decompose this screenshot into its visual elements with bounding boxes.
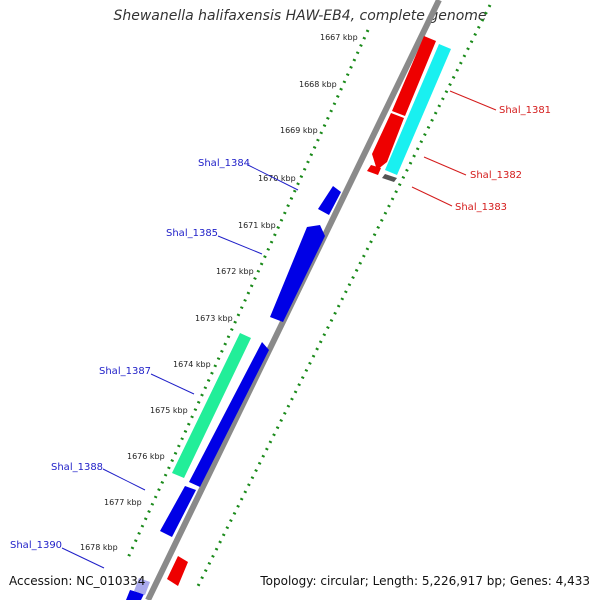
tick-label: 1668 kbp: [299, 80, 337, 89]
dotted-track-left: [125, 29, 370, 561]
tick-label: 1667 kbp: [320, 33, 358, 42]
tick-label: 1669 kbp: [280, 126, 318, 135]
tick-label: 1670 kbp: [258, 174, 296, 183]
gene-shal-1381[interactable]: [392, 36, 436, 116]
tick-label: 1671 kbp: [238, 221, 276, 230]
leader-line-shal-1390: [61, 547, 105, 569]
genome-summary-text: Topology: circular; Length: 5,226,917 bp…: [260, 574, 590, 588]
gene-label-shal-1387[interactable]: Shal_1387: [99, 366, 151, 377]
leader-line-shal-1383: [411, 186, 453, 207]
leader-line-shal-1381: [449, 90, 497, 111]
leader-line-shal-1388: [102, 468, 146, 491]
tick-label: 1678 kbp: [80, 543, 118, 552]
gene-label-shal-1384[interactable]: Shal_1384: [198, 158, 250, 169]
gene-shal-1388[interactable]: [160, 486, 196, 537]
leader-line-shal-1384: [247, 164, 299, 191]
gene-label-shal-1383[interactable]: Shal_1383: [455, 202, 507, 213]
dotted-track-right: [194, 4, 492, 591]
tick-label: 1674 kbp: [173, 360, 211, 369]
accession-text: Accession: NC_010334: [9, 574, 146, 588]
gene-shal-1387-blue[interactable]: [189, 342, 269, 487]
gene-shal-1390[interactable]: [126, 590, 144, 600]
gene-label-shal-1382[interactable]: Shal_1382: [470, 170, 522, 181]
leader-line-shal-1387: [150, 373, 195, 395]
gene-shal-1385[interactable]: [270, 225, 325, 322]
gene-label-shal-1388[interactable]: Shal_1388: [51, 462, 103, 473]
gene-shal-1389[interactable]: [134, 578, 150, 595]
tick-label: 1673 kbp: [195, 314, 233, 323]
leader-line-shal-1382: [423, 156, 467, 176]
tick-label: 1675 kbp: [150, 406, 188, 415]
gene-label-shal-1381[interactable]: Shal_1381: [499, 105, 551, 116]
gene-label-shal-1390[interactable]: Shal_1390: [10, 540, 62, 551]
gene-label-shal-1385[interactable]: Shal_1385: [166, 228, 218, 239]
gene-shal-1383-arrow[interactable]: [367, 165, 381, 175]
tick-label: 1677 kbp: [104, 498, 142, 507]
gene-shal-1384[interactable]: [318, 186, 341, 215]
gene-shal-1382-cyan[interactable]: [385, 44, 451, 175]
map-title: Shewanella halifaxensis HAW-EB4, complet…: [113, 8, 487, 24]
leader-line-shal-1385: [217, 235, 263, 255]
gene-shal-1383[interactable]: [382, 174, 397, 182]
gene-shal-1382[interactable]: [372, 113, 404, 170]
gene-shal-1387[interactable]: [172, 333, 251, 478]
tick-label: 1676 kbp: [127, 452, 165, 461]
gene-reverse-bottom[interactable]: [167, 556, 188, 586]
tick-label: 1672 kbp: [216, 267, 254, 276]
